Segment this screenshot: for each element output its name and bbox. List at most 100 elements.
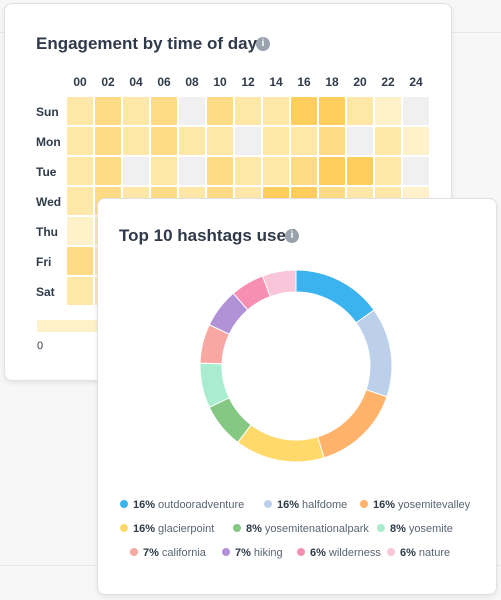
legend-label: halfdome bbox=[302, 499, 348, 511]
heatmap-cell[interactable] bbox=[67, 247, 93, 275]
heatmap-cell[interactable] bbox=[179, 97, 205, 125]
heatmap-cell[interactable] bbox=[67, 127, 93, 155]
heatmap-cell[interactable] bbox=[151, 127, 177, 155]
legend-item[interactable]: 8% yosemitenationalpark bbox=[233, 523, 369, 535]
heatmap-cell[interactable] bbox=[347, 127, 373, 155]
heatmap-cell[interactable] bbox=[291, 97, 317, 125]
heatmap-cell[interactable] bbox=[235, 127, 261, 155]
heatmap-cell[interactable] bbox=[151, 157, 177, 185]
heatmap-cell[interactable] bbox=[95, 127, 121, 155]
heatmap-cell[interactable] bbox=[235, 157, 261, 185]
heatmap-cell[interactable] bbox=[319, 127, 345, 155]
heatmap-cell[interactable] bbox=[179, 157, 205, 185]
donut-slice-halfdome[interactable] bbox=[355, 309, 393, 398]
legend-swatch bbox=[120, 500, 128, 508]
legend-label: hiking bbox=[253, 547, 283, 559]
legend-label: wilderness bbox=[328, 547, 381, 559]
donut-slice-nature[interactable] bbox=[261, 269, 297, 298]
heatmap-cell[interactable] bbox=[67, 187, 93, 215]
day-label: Sun bbox=[36, 105, 59, 119]
hashtags-card: Top 10 hashtags used i 16% outdooradventu… bbox=[97, 198, 497, 595]
heatmap-cell[interactable] bbox=[67, 97, 93, 125]
hour-label: 14 bbox=[269, 75, 283, 89]
heatmap-cell[interactable] bbox=[123, 127, 149, 155]
legend-label: glacierpoint bbox=[158, 523, 215, 535]
day-label: Wed bbox=[36, 195, 62, 209]
day-label: Tue bbox=[36, 165, 57, 179]
legend-item[interactable]: 6% nature bbox=[387, 547, 450, 559]
hashtags-title: Top 10 hashtags used bbox=[119, 226, 297, 245]
legend-item[interactable]: 16% halfdome bbox=[264, 499, 347, 511]
legend-percent: 16% bbox=[133, 523, 156, 535]
heatmap-cell[interactable] bbox=[207, 127, 233, 155]
legend-item[interactable]: 16% yosemitevalley bbox=[360, 499, 470, 511]
hour-label: 10 bbox=[213, 75, 227, 89]
legend-item[interactable]: 7% hiking bbox=[222, 547, 283, 559]
heatmap-cell[interactable] bbox=[123, 97, 149, 125]
legend-item[interactable]: 16% outdooradventure bbox=[120, 499, 244, 511]
legend-item[interactable]: 7% california bbox=[130, 547, 206, 559]
hour-label: 06 bbox=[157, 75, 171, 89]
info-icon[interactable]: i bbox=[256, 37, 270, 51]
heatmap-cell[interactable] bbox=[95, 97, 121, 125]
heatmap-cell[interactable] bbox=[95, 157, 121, 185]
heatmap-cell[interactable] bbox=[179, 127, 205, 155]
hour-label: 16 bbox=[297, 75, 311, 89]
heatmap-cell[interactable] bbox=[263, 157, 289, 185]
legend-swatch bbox=[387, 548, 395, 556]
legend-swatch bbox=[233, 524, 241, 532]
heatmap-cell[interactable] bbox=[403, 127, 429, 155]
heatmap-cell[interactable] bbox=[67, 277, 93, 305]
heatmap-cell[interactable] bbox=[263, 97, 289, 125]
hour-label: 20 bbox=[353, 75, 367, 89]
legend-percent: 6% bbox=[400, 547, 416, 559]
heatmap-cell[interactable] bbox=[375, 97, 401, 125]
legend-percent: 8% bbox=[246, 523, 262, 535]
heatmap-cell[interactable] bbox=[291, 157, 317, 185]
legend-percent: 7% bbox=[143, 547, 159, 559]
legend-label: yosemite bbox=[408, 523, 453, 535]
heatmap-scale-bar bbox=[37, 320, 107, 332]
heatmap-cell[interactable] bbox=[263, 127, 289, 155]
heatmap-cell[interactable] bbox=[123, 157, 149, 185]
legend-percent: 16% bbox=[373, 499, 396, 511]
heatmap-cell[interactable] bbox=[403, 97, 429, 125]
legend-swatch bbox=[130, 548, 138, 556]
heatmap-cell[interactable] bbox=[67, 157, 93, 185]
day-label: Fri bbox=[36, 255, 52, 269]
legend-item[interactable]: 8% yosemite bbox=[377, 523, 453, 535]
heatmap-title: Engagement by time of day bbox=[36, 34, 258, 53]
legend-percent: 6% bbox=[310, 547, 326, 559]
heatmap-cell[interactable] bbox=[67, 217, 93, 245]
heatmap-cell[interactable] bbox=[319, 97, 345, 125]
heatmap-cell[interactable] bbox=[347, 97, 373, 125]
heatmap-cell[interactable] bbox=[319, 157, 345, 185]
heatmap-cell[interactable] bbox=[207, 157, 233, 185]
legend-label: nature bbox=[418, 547, 451, 559]
legend-swatch bbox=[222, 548, 230, 556]
heatmap-cell[interactable] bbox=[375, 127, 401, 155]
hour-label: 24 bbox=[409, 75, 423, 89]
heatmap-cell[interactable] bbox=[235, 97, 261, 125]
hour-label: 08 bbox=[185, 75, 199, 89]
legend-item[interactable]: 16% glacierpoint bbox=[120, 523, 214, 535]
heatmap-cell[interactable] bbox=[375, 157, 401, 185]
legend-swatch bbox=[360, 500, 368, 508]
heatmap-cell[interactable] bbox=[291, 127, 317, 155]
heatmap-cell[interactable] bbox=[151, 97, 177, 125]
day-label: Sat bbox=[36, 285, 55, 299]
legend-item[interactable]: 6% wilderness bbox=[297, 547, 381, 559]
hour-label: 18 bbox=[325, 75, 339, 89]
donut-slice-yosemitevalley[interactable] bbox=[316, 389, 388, 459]
info-icon[interactable]: i bbox=[285, 229, 299, 243]
legend-percent: 16% bbox=[133, 499, 156, 511]
hour-label: 22 bbox=[381, 75, 395, 89]
donut-slice-outdooradventure[interactable] bbox=[295, 269, 375, 324]
donut-slice-glacierpoint[interactable] bbox=[237, 424, 325, 463]
legend-label: california bbox=[161, 547, 206, 559]
legend-percent: 8% bbox=[390, 523, 406, 535]
heatmap-cell[interactable] bbox=[207, 97, 233, 125]
hour-label: 02 bbox=[101, 75, 115, 89]
heatmap-cell[interactable] bbox=[347, 157, 373, 185]
heatmap-cell[interactable] bbox=[403, 157, 429, 185]
